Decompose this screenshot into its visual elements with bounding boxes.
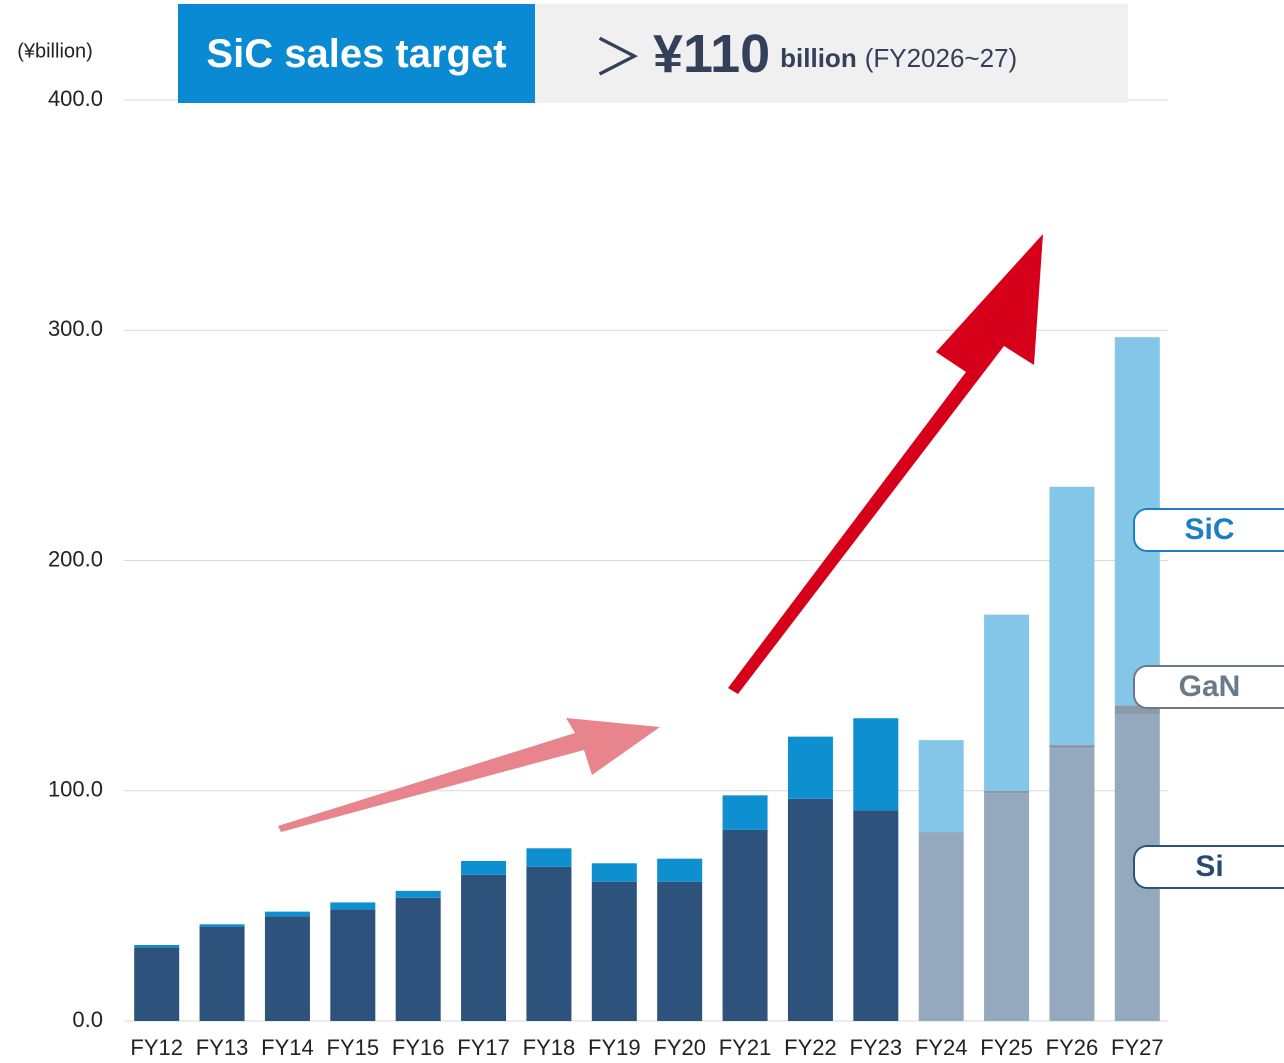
bars bbox=[134, 337, 1160, 1021]
bar-segment bbox=[918, 740, 964, 833]
legend-entry: Si bbox=[1133, 845, 1284, 889]
bar-segment bbox=[1049, 486, 1095, 745]
bar-segment bbox=[395, 897, 441, 1021]
bar-segment bbox=[264, 911, 310, 917]
x-tick-label: FY19 bbox=[588, 1035, 641, 1060]
bar-segment bbox=[853, 810, 899, 1021]
x-tick-label: FY17 bbox=[457, 1035, 510, 1060]
bar-segment bbox=[461, 874, 507, 1021]
x-tick-label: FY25 bbox=[980, 1035, 1033, 1060]
bar-segment bbox=[1049, 744, 1095, 749]
bar-segment bbox=[1049, 748, 1095, 1021]
x-tick-label: FY14 bbox=[261, 1035, 314, 1060]
x-tick-label: FY12 bbox=[130, 1035, 183, 1060]
bar-segment bbox=[461, 860, 507, 875]
bar-segment bbox=[657, 881, 703, 1021]
unit: billion bbox=[780, 43, 857, 73]
x-tick-label: FY27 bbox=[1111, 1035, 1164, 1060]
bar-segment bbox=[134, 945, 180, 948]
bar-segment bbox=[395, 890, 441, 898]
bar-segment bbox=[984, 614, 1030, 791]
target-title: SiC sales target bbox=[206, 31, 507, 76]
y-tick-label: 400.0 bbox=[48, 86, 103, 111]
bar-segment bbox=[787, 736, 833, 799]
bar-segment bbox=[722, 829, 768, 1021]
bar-segment bbox=[722, 795, 768, 830]
bar-segment bbox=[526, 848, 572, 867]
bar-segment bbox=[591, 863, 637, 882]
bar-segment bbox=[199, 924, 245, 927]
symbol: ＞ bbox=[593, 29, 643, 86]
period: (FY2026~27) bbox=[864, 43, 1018, 73]
small-arrow bbox=[278, 718, 660, 832]
y-axis-label: (¥billion) bbox=[17, 40, 93, 62]
legend-entry: GaN bbox=[1133, 665, 1284, 709]
bar-segment bbox=[330, 909, 376, 1021]
y-tick-label: 0.0 bbox=[72, 1007, 103, 1032]
bar-segment bbox=[526, 866, 572, 1021]
x-tick-label: FY21 bbox=[719, 1035, 772, 1060]
x-tick-label: FY15 bbox=[327, 1035, 380, 1060]
bar-segment bbox=[330, 902, 376, 910]
bar-segment bbox=[1114, 705, 1160, 715]
x-tick-label: FY13 bbox=[196, 1035, 249, 1060]
amount: ¥110 bbox=[653, 23, 771, 84]
x-tick-label: FY26 bbox=[1046, 1035, 1099, 1060]
x-tick-label: FY16 bbox=[392, 1035, 445, 1060]
bar-segment bbox=[918, 833, 964, 1021]
bar-segment bbox=[657, 858, 703, 882]
bar-segment bbox=[264, 916, 310, 1021]
x-tick-label: FY24 bbox=[915, 1035, 968, 1060]
labels: 0.0 100.0 200.0 300.0 400.0 FY12 FY13 FY14 FY15 F… bbox=[48, 86, 1164, 1060]
bar-segment bbox=[591, 881, 637, 1021]
bar-segment bbox=[984, 790, 1030, 794]
y-tick-label: 200.0 bbox=[48, 546, 103, 571]
bar-segment bbox=[199, 926, 245, 1021]
target-value-box: ＞ ¥110 billion (FY2026~27) bbox=[535, 4, 1128, 103]
y-tick-label: 100.0 bbox=[48, 777, 103, 802]
large-arrow bbox=[728, 234, 1043, 694]
target-box: SiC sales target bbox=[178, 4, 535, 103]
arrows bbox=[278, 234, 1043, 832]
x-tick-label: FY23 bbox=[850, 1035, 903, 1060]
bar-segment bbox=[853, 718, 899, 811]
legend-entry: SiC bbox=[1133, 508, 1284, 552]
bar-segment bbox=[134, 947, 180, 1021]
x-tick-label: FY20 bbox=[653, 1035, 706, 1060]
bar-segment bbox=[984, 793, 1030, 1021]
x-tick-label: FY22 bbox=[784, 1035, 837, 1060]
y-tick-label: 300.0 bbox=[48, 316, 103, 341]
x-tick-label: FY18 bbox=[523, 1035, 576, 1060]
bar-segment bbox=[918, 832, 964, 834]
bar-segment bbox=[787, 798, 833, 1021]
